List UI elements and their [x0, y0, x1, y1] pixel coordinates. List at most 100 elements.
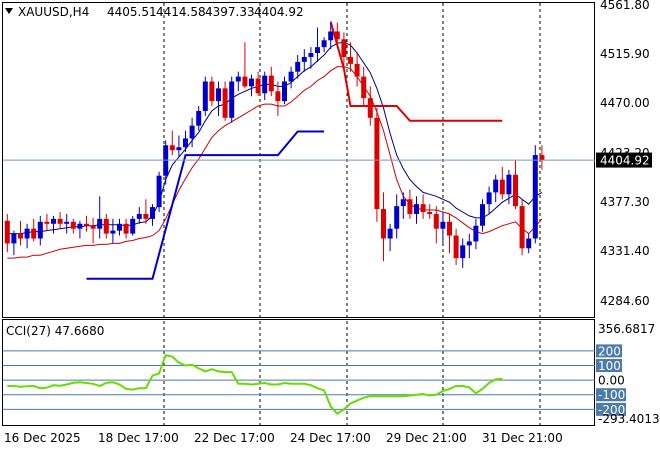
price-tick-label: 4377.30: [600, 195, 650, 209]
cci-min-label: -293.4013: [598, 412, 660, 426]
candle-body: [209, 81, 215, 102]
cci-level-box: [596, 388, 626, 402]
candle-body: [506, 174, 512, 195]
candle-body: [440, 221, 446, 229]
candle-body: [202, 81, 208, 111]
candle-body: [282, 81, 287, 102]
candle-body: [130, 218, 136, 234]
candle-body: [150, 207, 155, 219]
candle-body: [189, 125, 195, 139]
current-price-box: [596, 152, 652, 168]
candle-body: [235, 76, 241, 82]
cci-level-box: [596, 402, 626, 416]
candle-body: [295, 61, 301, 72]
candle-body: [44, 221, 50, 224]
candles: [4, 22, 545, 268]
candle-body: [136, 213, 142, 219]
chart-header: XAUUSD,H4 4405.51 4414.58 4397.33 4404.9…: [5, 5, 304, 19]
fast-ma-line: [7, 41, 543, 235]
candle-body: [84, 223, 89, 226]
candle-body: [301, 56, 307, 62]
candle-body: [90, 225, 96, 229]
candle-body: [77, 223, 83, 229]
candle-body: [11, 233, 17, 244]
candle-body: [427, 212, 433, 214]
candle-body: [532, 155, 538, 239]
candle-body: [354, 63, 360, 77]
price-tick-label: 4470.00: [600, 96, 650, 110]
candle-body: [526, 238, 532, 249]
cci-level-label: 200: [598, 344, 621, 358]
time-tick-label: 29 Dec 21:00: [386, 431, 467, 445]
slow-ma-line: [7, 66, 543, 259]
candle-body: [513, 174, 518, 207]
symbol-label: XAUUSD,H4: [18, 5, 89, 19]
cci-level-box: [596, 344, 622, 358]
high-value: 4414.58: [156, 5, 206, 19]
candle-body: [216, 88, 221, 102]
candle-body: [288, 71, 294, 82]
price-tick-label: 4331.40: [600, 244, 650, 258]
candle-body: [103, 218, 109, 234]
candle-body: [493, 179, 499, 193]
candle-body: [341, 39, 347, 57]
cci-zero-label: 0.00: [598, 374, 625, 388]
cci-level-label: -100: [598, 388, 625, 402]
time-tick-label: 22 Dec 17:00: [194, 431, 275, 445]
candle-body: [420, 204, 426, 213]
candle-body: [315, 47, 320, 54]
candle-body: [374, 117, 380, 210]
candle-body: [18, 233, 23, 239]
candle-body: [480, 204, 485, 226]
candle-body: [169, 145, 175, 151]
candle-body: [466, 241, 472, 246]
candle-body: [37, 221, 43, 239]
time-tick-label: 18 Dec 17:00: [98, 431, 179, 445]
candle-body: [222, 88, 228, 118]
cci-label: CCI(27) 47.6680: [6, 324, 104, 338]
candle-body: [407, 199, 413, 214]
candle-body: [31, 228, 37, 239]
cci-axis: 356.6817 200 100 0.00 -100 -200 -293.401…: [596, 322, 660, 426]
candle-body: [156, 175, 162, 208]
cci-level-box: [596, 359, 622, 373]
candle-body: [453, 235, 459, 259]
candle-body: [308, 53, 314, 57]
cci-level-lines: [3, 350, 595, 410]
candle-body: [447, 221, 452, 236]
candle-body: [334, 31, 340, 40]
candle-body: [242, 76, 248, 87]
price-axis: 4561.80 4515.90 4470.00 4423.20 4377.30 …: [600, 0, 650, 308]
collapse-triangle-icon[interactable]: [5, 8, 13, 14]
candle-body: [143, 213, 149, 219]
time-tick-label: 16 Dec 2025: [4, 431, 81, 445]
candle-body: [519, 206, 525, 249]
cci-level-label: 100: [598, 359, 621, 373]
candle-body: [123, 223, 129, 234]
candle-body: [117, 223, 122, 231]
candle-body: [176, 147, 182, 151]
time-axis: 16 Dec 2025 18 Dec 17:00 22 Dec 17:00 24…: [4, 431, 563, 445]
candle-body: [97, 218, 103, 229]
cci-max-label: 356.6817: [598, 322, 655, 336]
candle-body: [348, 56, 353, 64]
candle-body: [394, 206, 400, 229]
cci-level-label: -200: [598, 403, 625, 417]
candle-body: [268, 75, 274, 92]
candle-body: [196, 110, 202, 126]
cci-panel-frame: [2, 319, 595, 426]
candle-body: [381, 209, 386, 239]
candle-body: [229, 81, 235, 118]
candle-body: [400, 199, 406, 207]
candle-body: [473, 225, 479, 242]
cci-series-line: [7, 354, 503, 416]
candle-body: [57, 218, 63, 224]
candle-body: [486, 192, 492, 205]
candle-body: [4, 220, 10, 244]
open-value: 4405.51: [107, 5, 157, 19]
bear-stop-line: [329, 21, 503, 122]
price-tick-label: 4284.60: [600, 294, 650, 308]
candle-body: [110, 230, 116, 234]
close-value: 4404.92: [254, 5, 304, 19]
